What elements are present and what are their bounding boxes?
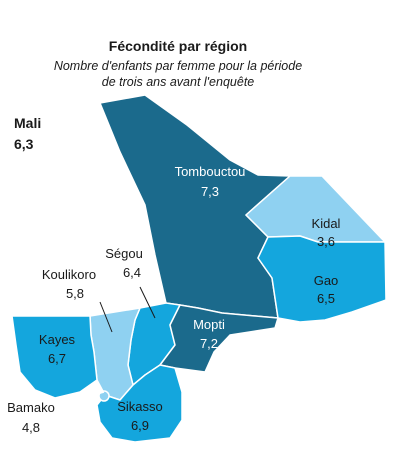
label-kidal-value: 3,6 bbox=[317, 234, 335, 249]
label-segou-value: 6,4 bbox=[123, 265, 141, 280]
label-sikasso-name: Sikasso bbox=[117, 399, 163, 414]
label-koulikoro-value: 5,8 bbox=[66, 286, 84, 301]
label-koulikoro-name: Koulikoro bbox=[42, 267, 96, 282]
leader-bamako bbox=[67, 391, 105, 403]
map-title: Fécondité par région bbox=[109, 38, 247, 54]
label-bamako-value: 4,8 bbox=[22, 420, 40, 435]
leader-segou bbox=[139, 286, 156, 319]
leader-koulikoro bbox=[99, 301, 113, 333]
label-sikasso-value: 6,9 bbox=[131, 418, 149, 433]
country-value: 6,3 bbox=[14, 136, 34, 152]
label-gao-name: Gao bbox=[314, 273, 339, 288]
label-tombouctou-value: 7,3 bbox=[201, 184, 219, 199]
map-subtitle-line2: de trois ans avant l'enquête bbox=[102, 75, 255, 89]
region-mopti[interactable] bbox=[159, 304, 279, 373]
label-kayes-name: Kayes bbox=[39, 332, 76, 347]
region-kayes[interactable] bbox=[11, 315, 98, 399]
label-segou-name: Ségou bbox=[105, 246, 143, 261]
label-gao-value: 6,5 bbox=[317, 291, 335, 306]
label-bamako-name: Bamako bbox=[7, 400, 55, 415]
region-gao[interactable] bbox=[257, 235, 387, 323]
label-tombouctou-name: Tombouctou bbox=[175, 164, 246, 179]
label-mopti-name: Mopti bbox=[193, 317, 225, 332]
country-name: Mali bbox=[14, 115, 41, 131]
map-subtitle-line1: Nombre d'enfants par femme pour la pério… bbox=[54, 59, 302, 73]
label-kayes-value: 6,7 bbox=[48, 351, 66, 366]
label-kidal-name: Kidal bbox=[312, 216, 341, 231]
label-mopti-value: 7,2 bbox=[200, 336, 218, 351]
